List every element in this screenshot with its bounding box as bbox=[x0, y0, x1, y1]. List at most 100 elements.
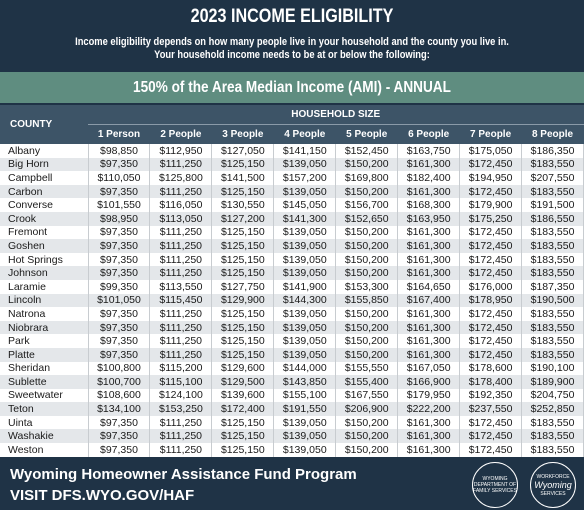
county: Goshen bbox=[0, 239, 89, 253]
logo-text: WYOMING DEPARTMENT OF FAMILY SERVICES bbox=[473, 476, 517, 494]
column-header: 1 Person bbox=[88, 124, 150, 144]
table-head: COUNTY HOUSEHOLD SIZE 1 Person 2 People 3 … bbox=[0, 105, 584, 144]
program: Wyoming Homeowner Assistance Fund Progra… bbox=[10, 466, 357, 483]
income-limit: $125,150 bbox=[211, 347, 275, 362]
income-limit: $163,950 bbox=[397, 211, 461, 226]
income-limit: $172,450 bbox=[459, 334, 523, 348]
table-row: Carbon $97,350 $111,250 $125,150 $139,050 $15… bbox=[0, 184, 584, 199]
table-row: Sweetwater $108,600 $124,100 $139,600 $155,1… bbox=[0, 388, 584, 403]
table-row: Park $97,350 $111,250 $125,150 $139,050 $150,… bbox=[0, 334, 584, 348]
income-limit: $183,550 bbox=[521, 429, 584, 444]
county: Campbell bbox=[0, 171, 89, 185]
income-limit: $183,550 bbox=[521, 307, 584, 321]
income-limit: $97,350 bbox=[88, 443, 151, 457]
income-limit: $164,650 bbox=[397, 279, 461, 294]
income-limit: $125,150 bbox=[211, 307, 275, 321]
logo-text: SERVICES bbox=[540, 490, 566, 497]
income-limit: $141,900 bbox=[273, 279, 337, 294]
income-limit: $125,800 bbox=[149, 171, 213, 185]
income-limit: $155,850 bbox=[335, 293, 399, 308]
income-limit: $139,600 bbox=[211, 388, 275, 403]
income-limit: $111,250 bbox=[149, 184, 213, 199]
income-limit: $176,000 bbox=[459, 279, 523, 294]
income-limit: $191,550 bbox=[273, 402, 337, 416]
table-row: Sublette $100,700 $115,100 $129,500 $143,850… bbox=[0, 375, 584, 389]
income-limit: $97,350 bbox=[88, 225, 151, 240]
table-row: Converse $101,550 $116,050 $130,550 $145,050… bbox=[0, 198, 584, 212]
income-limit: $161,300 bbox=[397, 307, 461, 321]
table-row: Big Horn $97,350 $111,250 $125,150 $139,050 $… bbox=[0, 157, 584, 172]
income-limit: $150,200 bbox=[335, 266, 399, 280]
income-limit: $183,550 bbox=[521, 184, 584, 199]
income-limit: $100,700 bbox=[88, 375, 151, 389]
income-limit: $155,100 bbox=[273, 388, 337, 403]
income-limit: $97,350 bbox=[88, 157, 151, 172]
income-limit: $183,550 bbox=[521, 347, 584, 362]
income-limit: $111,250 bbox=[149, 266, 213, 280]
head-row: 1 Person 2 People 3 People 4 People 5 People… bbox=[0, 124, 584, 144]
income-limit: $179,950 bbox=[397, 388, 461, 403]
income-limit: $150,200 bbox=[335, 184, 399, 199]
income-limit: $167,550 bbox=[335, 388, 399, 403]
income-limit: $129,500 bbox=[211, 375, 275, 389]
column-header: 5 People bbox=[335, 124, 398, 144]
income-limit: $139,050 bbox=[273, 347, 337, 362]
income-limit: $124,100 bbox=[149, 388, 213, 403]
income-limit: $172,400 bbox=[211, 402, 275, 416]
income-limit: $115,100 bbox=[149, 375, 213, 389]
income-limit: $161,300 bbox=[397, 252, 461, 267]
income-limit: $157,200 bbox=[273, 171, 337, 185]
income-limit: $111,250 bbox=[149, 307, 213, 321]
income-limit: $179,900 bbox=[459, 198, 523, 212]
income-limit: $97,350 bbox=[88, 347, 151, 362]
income-limit: $139,050 bbox=[273, 266, 337, 280]
income-limit: $125,150 bbox=[211, 443, 275, 457]
income-limit: $111,250 bbox=[149, 225, 213, 240]
income-limit: $139,050 bbox=[273, 157, 337, 172]
footer: Wyoming Homeowner Assistance Fund Progra… bbox=[0, 459, 584, 510]
income-limit: $139,050 bbox=[273, 443, 337, 457]
table-row: Campbell $110,050 $125,800 $141,500 $157,200… bbox=[0, 171, 584, 185]
income-limit: $172,450 bbox=[459, 429, 523, 444]
income-limit: $186,350 bbox=[521, 144, 584, 158]
income-limit: $125,150 bbox=[211, 252, 275, 267]
income-limit: $139,050 bbox=[273, 320, 337, 335]
income-limit: $161,300 bbox=[397, 443, 461, 457]
county: Uinta bbox=[0, 415, 89, 430]
county: Johnson bbox=[0, 266, 89, 280]
column-header: 8 People bbox=[521, 124, 584, 144]
income-limit: $161,300 bbox=[397, 225, 461, 240]
income-limit: $161,300 bbox=[397, 320, 461, 335]
county: Converse bbox=[0, 198, 89, 212]
income-limit: $175,050 bbox=[459, 144, 523, 158]
income-limit: $153,300 bbox=[335, 279, 399, 294]
income-limit: $116,050 bbox=[149, 198, 213, 212]
county: Weston bbox=[0, 443, 89, 457]
income-limit: $183,550 bbox=[521, 320, 584, 335]
income-limit: $178,600 bbox=[459, 361, 523, 376]
table-row: Washakie $97,350 $111,250 $125,150 $139,050 $… bbox=[0, 429, 584, 444]
income-limit: $97,350 bbox=[88, 266, 151, 280]
income-limit: $172,450 bbox=[459, 252, 523, 267]
income-limit: $150,200 bbox=[335, 239, 399, 253]
table-row: Johnson $97,350 $111,250 $125,150 $139,050 $1… bbox=[0, 266, 584, 280]
county: Park bbox=[0, 334, 89, 348]
visit: VISIT DFS.WYO.GOV/HAF bbox=[10, 487, 195, 504]
income-limit: $144,000 bbox=[273, 361, 337, 376]
income-limit: $172,450 bbox=[459, 320, 523, 335]
income-limit: $112,950 bbox=[149, 144, 213, 158]
county: Sweetwater bbox=[0, 388, 89, 403]
income-limit: $97,350 bbox=[88, 239, 151, 253]
income-limit: $111,250 bbox=[149, 415, 213, 430]
income-limit: $129,900 bbox=[211, 293, 275, 308]
county: Sheridan bbox=[0, 361, 89, 376]
income-limit: $139,050 bbox=[273, 239, 337, 253]
income-limit: $141,300 bbox=[273, 211, 337, 226]
income-limit: $141,150 bbox=[273, 144, 337, 158]
header: 2023 INCOME ELIGIBILITY Income eligibili… bbox=[0, 0, 584, 72]
income-limit: $153,250 bbox=[149, 402, 213, 416]
income-limit: $139,050 bbox=[273, 429, 337, 444]
income-limit: $145,050 bbox=[273, 198, 337, 212]
table-row: Weston $97,350 $111,250 $125,150 $139,050 $15… bbox=[0, 443, 584, 457]
